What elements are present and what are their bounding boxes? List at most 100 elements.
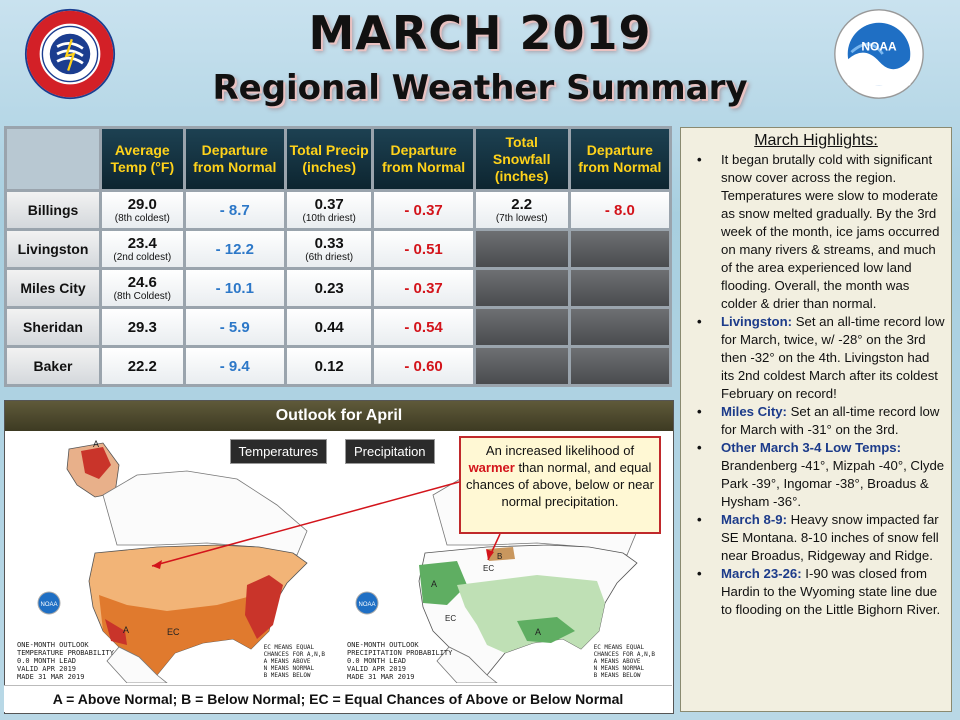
svg-text:A: A: [535, 627, 541, 637]
total-precip-value: 0.23: [314, 279, 344, 297]
average-temp-value: 24.6: [127, 274, 157, 291]
temp-departure-value: - 8.7: [219, 201, 250, 219]
average-temp: 24.6 (8th Coldest): [102, 270, 183, 306]
city-name-value: Baker: [33, 357, 73, 374]
page-title: MARCH 2019: [308, 6, 652, 60]
total-snowfall-value: 2.2: [511, 196, 533, 213]
city-name: Billings: [7, 192, 99, 228]
precip-departure-value: - 0.37: [404, 201, 443, 219]
svg-text:NOAA: NOAA: [40, 602, 57, 608]
snow-departure: [570, 348, 669, 384]
precipitation-map-caption: ONE-MONTH OUTLOOK PRECIPITATION PROBABIL…: [347, 641, 453, 681]
outlook-legend: A = Above Normal; B = Below Normal; EC =…: [4, 685, 672, 712]
precip-departure: - 0.37: [374, 270, 473, 306]
header-average-temp: Average Temp (°F): [102, 129, 183, 189]
page-subtitle: Regional Weather Summary: [212, 68, 748, 108]
precip-departure-value: - 0.54: [404, 318, 443, 336]
outlook-heading: Outlook for April: [5, 401, 673, 431]
temp-departure: - 9.4: [185, 348, 284, 384]
svg-text:EC: EC: [483, 564, 494, 573]
highlight-item: March 23-26: I-90 was closed from Hardin…: [687, 565, 945, 619]
city-name-value: Billings: [27, 201, 79, 218]
average-temp: 22.2: [102, 348, 183, 384]
highlight-heading: Other March 3-4 Low Temps:: [721, 440, 902, 455]
highlight-text: Set an all-time record low for March, tw…: [721, 314, 945, 401]
total-precip: 0.37 (10th driest): [286, 192, 372, 228]
table-row: Sheridan 29.3 - 5.9 0.44 - 0.54: [7, 309, 669, 345]
table-row: Miles City 24.6 (8th Coldest) - 10.1 0.23 - 0…: [7, 270, 669, 306]
snow-departure: [570, 309, 669, 345]
highlight-text: I-90 was closed from Hardin to the Wyomi…: [721, 566, 941, 617]
city-name: Baker: [7, 348, 99, 384]
precip-departure-value: - 0.37: [404, 279, 443, 297]
total-snowfall: [475, 270, 568, 306]
table-row: Baker 22.2 - 9.4 0.12 - 0.60: [7, 348, 669, 384]
highlight-item: March 8-9: Heavy snow impacted far SE Mo…: [687, 511, 945, 565]
table-corner: [7, 129, 99, 189]
precipitation-label: Precipitation: [345, 439, 435, 464]
svg-text:NOAA: NOAA: [358, 602, 375, 608]
precip-departure: - 0.51: [374, 231, 473, 267]
city-name: Miles City: [7, 270, 99, 306]
temp-departure-value: - 10.1: [215, 279, 254, 297]
temperature-map-caption: ONE-MONTH OUTLOOK TEMPERATURE PROBABILIT…: [17, 641, 114, 681]
highlight-text: Brandenberg -41°, Mizpah -40°, Clyde Par…: [721, 458, 945, 509]
temperatures-label: Temperatures: [229, 439, 327, 464]
temp-departure-value: - 9.4: [219, 357, 250, 375]
callout-text-warm: warmer: [468, 460, 515, 475]
precip-departure: - 0.37: [374, 192, 473, 228]
precip-departure: - 0.54: [374, 309, 473, 345]
header-temp-departure: Departure from Normal: [185, 129, 284, 189]
average-temp-note: (2nd coldest): [113, 252, 172, 263]
highlight-heading: March 23-26:: [721, 566, 802, 581]
total-precip: 0.12: [286, 348, 372, 384]
average-temp: 29.0 (8th coldest): [102, 192, 183, 228]
svg-text:A: A: [93, 439, 99, 449]
svg-text:B: B: [497, 552, 502, 561]
city-name-value: Miles City: [20, 279, 86, 296]
svg-text:EC: EC: [167, 627, 180, 637]
svg-text:A: A: [431, 579, 437, 589]
table-row: Billings 29.0 (8th coldest) - 8.7 0.37 (10th …: [7, 192, 669, 228]
noaa-logo: NOAA: [834, 9, 924, 99]
temp-departure-value: - 5.9: [219, 318, 250, 336]
average-temp-value: 22.2: [127, 357, 157, 375]
total-precip-note: (6th driest): [305, 252, 354, 263]
temp-departure: - 10.1: [185, 270, 284, 306]
precipitation-map-legend: EC MEANS EQUAL CHANCES FOR A,N,B A MEANS…: [593, 644, 655, 679]
total-precip: 0.33 (6th driest): [286, 231, 372, 267]
average-temp-note: (8th Coldest): [113, 291, 171, 302]
highlight-text: Heavy snow impacted far SE Montana. 8-10…: [721, 512, 939, 563]
city-name-value: Livingston: [17, 240, 89, 257]
total-precip-value: 0.12: [314, 357, 344, 375]
callout-text-post: than normal, and equal chances of above,…: [466, 460, 654, 509]
precip-departure: - 0.60: [374, 348, 473, 384]
snow-departure: [570, 231, 669, 267]
nws-logo: [24, 8, 116, 100]
march-highlights-panel: March Highlights: It began brutally cold…: [680, 127, 952, 712]
city-name: Sheridan: [7, 309, 99, 345]
highlight-heading: Miles City:: [721, 404, 787, 419]
table-row: Livingston 23.4 (2nd coldest) - 12.2 0.33 (6t…: [7, 231, 669, 267]
temperature-map-legend: EC MEANS EQUAL CHANCES FOR A,N,B A MEANS…: [263, 644, 325, 679]
total-snowfall-note: (7th lowest): [495, 213, 548, 224]
highlight-item: It began brutally cold with significant …: [687, 151, 945, 313]
total-snowfall: 2.2 (7th lowest): [475, 192, 568, 228]
outlook-callout: An increased likelihood of warmer than n…: [459, 436, 661, 534]
snow-departure: [570, 270, 669, 306]
noaa-logo-text: NOAA: [861, 39, 897, 53]
total-precip: 0.44: [286, 309, 372, 345]
temp-departure: - 5.9: [185, 309, 284, 345]
highlight-item: Other March 3-4 Low Temps: Brandenberg -…: [687, 439, 945, 511]
average-temp-value: 23.4: [127, 235, 157, 252]
total-precip-note: (10th driest): [302, 213, 356, 224]
header-precip-departure: Departure from Normal: [374, 129, 473, 189]
snow-departure-value: - 8.0: [604, 201, 635, 219]
total-precip-value: 0.37: [314, 196, 344, 213]
svg-text:EC: EC: [445, 614, 456, 623]
temperature-outlook-map: A EC A NOAA Temperatures ONE-MONTH OUTLO…: [7, 435, 333, 683]
header-total-snowfall: Total Snowfall (inches): [475, 129, 568, 189]
average-temp: 29.3: [102, 309, 183, 345]
total-snowfall: [475, 309, 568, 345]
highlights-title: March Highlights:: [754, 132, 878, 149]
